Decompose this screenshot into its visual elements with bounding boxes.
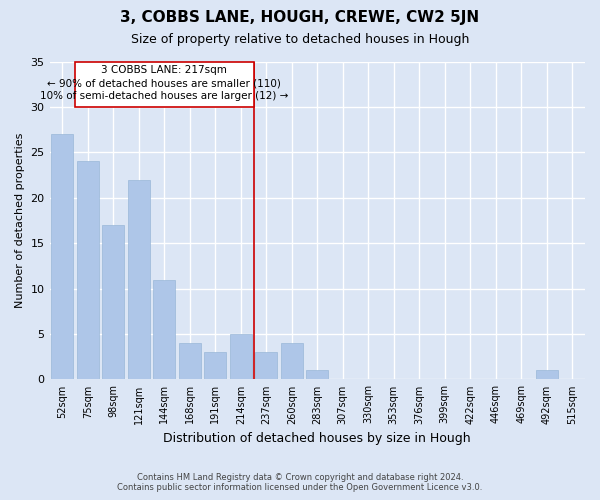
Bar (536, 370, 557, 380)
Bar (52, 134, 73, 380)
Text: ← 90% of detached houses are smaller (110): ← 90% of detached houses are smaller (11… (47, 78, 281, 88)
Bar (281, 343, 302, 380)
Bar (307, 370, 328, 380)
X-axis label: Distribution of detached houses by size in Hough: Distribution of detached houses by size … (163, 432, 471, 445)
Bar (205, 352, 226, 380)
Text: 10% of semi-detached houses are larger (12) →: 10% of semi-detached houses are larger (… (40, 91, 289, 101)
Y-axis label: Number of detached properties: Number of detached properties (15, 133, 25, 308)
Bar (256, 352, 277, 380)
Bar (230, 334, 251, 380)
Text: 3 COBBS LANE: 217sqm: 3 COBBS LANE: 217sqm (101, 65, 227, 75)
Bar (103, 225, 124, 380)
Bar (179, 343, 200, 380)
Text: 3, COBBS LANE, HOUGH, CREWE, CW2 5JN: 3, COBBS LANE, HOUGH, CREWE, CW2 5JN (121, 10, 479, 25)
Bar (77, 162, 98, 380)
Bar (128, 180, 149, 380)
Text: Size of property relative to detached houses in Hough: Size of property relative to detached ho… (131, 32, 469, 46)
Bar (154, 280, 175, 380)
Text: Contains HM Land Registry data © Crown copyright and database right 2024.
Contai: Contains HM Land Registry data © Crown c… (118, 473, 482, 492)
FancyBboxPatch shape (75, 62, 254, 107)
